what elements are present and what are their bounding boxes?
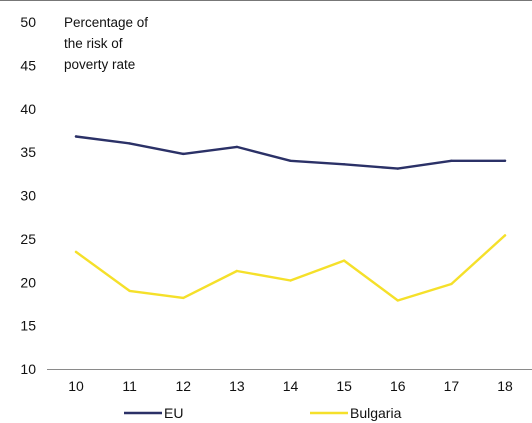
data-point-bulgaria [182, 296, 185, 300]
y-tick-label: 50 [20, 14, 36, 30]
y-axis: 10 15 20 25 30 35 40 45 50 [20, 14, 36, 377]
y-tick-label: 40 [20, 101, 36, 117]
data-point-bulgaria [128, 289, 131, 293]
top-rule [0, 0, 532, 1]
data-point-bulgaria [235, 269, 239, 273]
data-point-bulgaria [396, 299, 399, 302]
x-tick-label: 11 [122, 378, 137, 394]
x-tick-label: 14 [283, 378, 299, 394]
y-tick-label: 45 [20, 57, 36, 73]
series-line-bulgaria [74, 234, 507, 302]
data-point-eu [235, 145, 239, 149]
y-tick-label: 30 [20, 188, 36, 204]
x-axis: 10 11 12 13 14 15 16 17 18 [47, 369, 532, 394]
data-point-bulgaria [74, 250, 78, 254]
data-point-eu [450, 159, 453, 162]
x-tick-label: 16 [390, 378, 406, 394]
data-point-eu [503, 159, 507, 162]
series-line-eu [74, 135, 507, 170]
x-tick-label: 13 [229, 378, 245, 394]
legend-label-eu: EU [164, 405, 183, 421]
x-tick-label: 15 [336, 378, 352, 394]
y-tick-label: 15 [20, 318, 36, 334]
data-point-eu [74, 135, 78, 138]
y-annotation-line-1: Percentage of [64, 15, 148, 30]
data-point-bulgaria [450, 282, 453, 286]
data-point-bulgaria [342, 259, 346, 262]
data-point-eu [396, 167, 399, 170]
x-tick-label: 10 [68, 378, 84, 394]
x-tick-label: 12 [175, 378, 191, 394]
data-point-eu [289, 159, 292, 162]
data-point-bulgaria [289, 279, 292, 282]
x-tick-label: 18 [497, 378, 513, 394]
y-axis-annotation: Percentage of the risk of poverty rate [64, 15, 148, 72]
y-tick-label: 10 [20, 361, 36, 377]
y-annotation-line-2: the risk of [64, 36, 123, 51]
data-point-eu [128, 142, 131, 145]
data-point-eu [342, 163, 346, 166]
legend-label-bulgaria: Bulgaria [350, 405, 402, 421]
y-tick-label: 35 [20, 144, 36, 160]
legend: EU Bulgaria [124, 405, 402, 421]
x-tick-label: 17 [444, 378, 460, 394]
series-lines [74, 135, 507, 302]
data-point-eu [182, 152, 185, 156]
data-point-bulgaria [503, 234, 507, 237]
y-tick-label: 20 [20, 274, 36, 290]
y-annotation-line-3: poverty rate [64, 57, 135, 72]
y-tick-label: 25 [20, 231, 36, 247]
